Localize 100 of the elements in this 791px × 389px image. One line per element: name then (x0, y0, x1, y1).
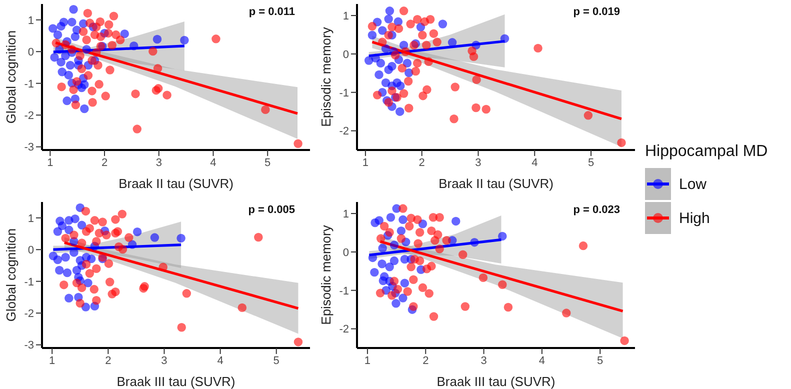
point (58, 221, 67, 230)
x-axis-title: Braak II tau (SUVR) (438, 176, 554, 191)
point (376, 58, 386, 68)
point (411, 66, 420, 76)
point (105, 278, 114, 286)
y-axis-title: Global cognition (4, 30, 18, 124)
point (438, 20, 448, 28)
point (388, 62, 396, 71)
point (180, 36, 189, 45)
point (482, 104, 490, 114)
point (401, 47, 410, 56)
point (77, 283, 86, 292)
point (368, 253, 378, 262)
point (77, 238, 86, 248)
point (132, 227, 142, 236)
point (398, 64, 406, 73)
point (406, 262, 416, 272)
point (85, 269, 94, 278)
point (448, 38, 457, 47)
x-tick-label: 5 (588, 156, 594, 169)
y-tick-label: 1 (342, 10, 349, 22)
point (432, 38, 442, 46)
point (412, 15, 422, 24)
point (435, 244, 444, 254)
point (368, 22, 377, 31)
point (70, 32, 80, 42)
x-tick-label: 5 (264, 156, 271, 169)
point (82, 45, 91, 54)
x-tick-label: 5 (273, 354, 280, 367)
point (372, 90, 382, 100)
point (64, 226, 74, 234)
point (398, 215, 408, 224)
y-axis-title: Global cognition (4, 228, 18, 322)
point (378, 244, 387, 252)
point (82, 36, 91, 44)
y-tick-label: 1 (342, 208, 349, 220)
y-tick-label: -2 (24, 308, 34, 320)
point (92, 236, 101, 246)
point (84, 278, 92, 288)
point (77, 220, 86, 230)
annotation: p = 0.005 (248, 204, 295, 216)
point (395, 107, 404, 116)
legend-title: Hippocampal MD (645, 143, 768, 161)
point (374, 70, 384, 80)
point (84, 71, 93, 80)
point (50, 52, 59, 62)
point (80, 104, 89, 114)
point (409, 275, 418, 284)
x-tick-label: 2 (422, 354, 429, 367)
point (396, 234, 406, 243)
point (399, 6, 408, 16)
point (212, 34, 220, 44)
y-tick-label: -1 (24, 78, 34, 90)
point (85, 18, 94, 28)
point (77, 83, 86, 92)
point (368, 30, 377, 40)
point (418, 91, 428, 100)
x-tick-label: 1 (364, 354, 371, 367)
x-tick-label: 1 (47, 156, 54, 169)
point (108, 40, 116, 50)
point (94, 60, 102, 70)
legend-label: High (679, 210, 710, 226)
point (460, 302, 470, 311)
x-tick-label: 3 (156, 156, 162, 169)
point (450, 114, 458, 124)
point (88, 98, 97, 107)
point (412, 58, 422, 68)
point (390, 50, 400, 60)
point (422, 85, 432, 94)
point (116, 36, 125, 44)
annotation: p = 0.011 (248, 6, 295, 18)
point (427, 226, 436, 236)
point (64, 70, 74, 80)
x-axis-title: Braak III tau (SUVR) (116, 374, 236, 389)
point (70, 214, 80, 224)
point (390, 276, 399, 286)
point (364, 56, 374, 65)
point (150, 233, 160, 242)
point (104, 259, 114, 268)
point (94, 80, 104, 89)
point (422, 264, 432, 274)
point (61, 40, 70, 49)
y-tick-label: 1 (28, 212, 34, 225)
point (120, 29, 129, 38)
point (48, 24, 58, 33)
point (420, 17, 430, 26)
point (418, 30, 427, 40)
point (104, 20, 114, 29)
x-tick-label: 3 (161, 354, 168, 367)
point (98, 218, 107, 226)
point (404, 76, 413, 86)
point (109, 12, 118, 20)
point (152, 34, 162, 44)
point (66, 60, 75, 70)
point (504, 302, 513, 312)
point (396, 81, 405, 90)
point (72, 77, 82, 86)
point (104, 28, 113, 38)
y-tick-label: -1 (339, 285, 349, 298)
point (114, 242, 124, 252)
